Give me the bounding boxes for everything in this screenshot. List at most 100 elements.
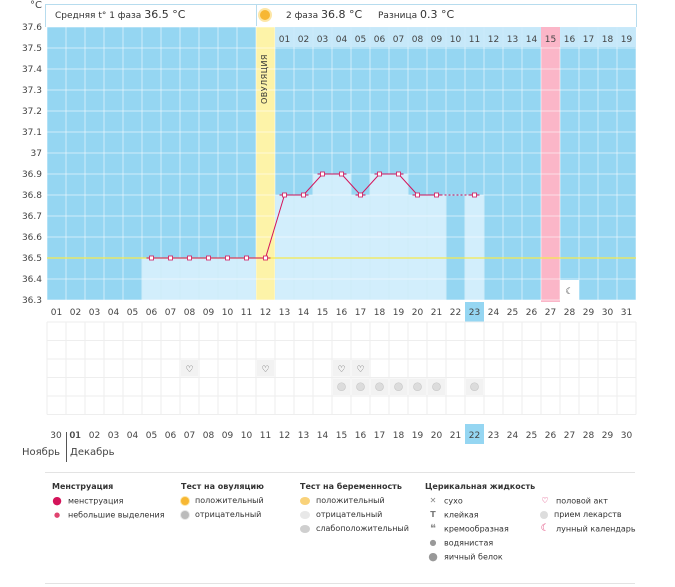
calendar-date: 07 [184,431,195,441]
legend-cervical-creamy-label: кремообразная [444,524,509,534]
phase2-day-number: 17 [583,35,594,45]
temperature-point [396,171,401,177]
legend-spotting-item: ● небольшие выделения [52,510,165,520]
menstruation-drop-icon: ● [52,494,62,507]
legend-lunar: ☾ лунный календарь [540,524,636,534]
temperature-point [339,171,344,177]
calendar-date: 10 [241,431,253,441]
y-tick-label: 36.9 [22,170,42,180]
calendar-date: 21 [450,431,461,441]
ovtest-positive-icon [181,496,189,505]
legend-pregtest-weak-label: слабоположительный [316,524,409,533]
cycle-day-label: 18 [374,308,386,318]
calendar-date: 12 [279,431,290,441]
calendar-date: 17 [374,431,385,441]
legend-cervical-dry: ✕ сухо [428,496,463,506]
temperature-point [320,171,325,177]
temperature-point [168,255,173,261]
temperature-bar [465,195,484,300]
phase2-day-number: 05 [355,35,366,45]
cycle-day-label: 17 [355,308,366,318]
intercourse-cell [181,360,198,377]
cycle-day-label: 12 [260,308,271,318]
temperature-bar [408,195,427,300]
cycle-day-label: 26 [526,308,538,318]
legend-menstruation-title: Менструация [52,482,114,491]
diff-summary: Разница 0.3 °C [378,4,454,26]
phase2-day-number: 12 [488,35,499,45]
temperature-point [206,255,211,261]
y-tick-label: 36.8 [22,191,42,201]
legend-cervical-watery-label: водянистая [444,538,494,548]
heart-icon: ♡ [185,365,193,375]
phase2-value: 36.8 °C [320,8,363,21]
pill-icon [375,382,384,392]
calendar-date: 25 [526,431,537,441]
pill-icon [413,382,422,392]
temperature-point [472,192,477,198]
legend-pregtest-title: Тест на беременность [300,482,402,491]
phase2-day-number: 18 [602,35,614,45]
cycle-day-label: 10 [222,308,234,318]
cycle-day-label: 07 [165,308,176,318]
sun-icon [260,10,270,20]
ovulation-label: ОВУЛЯЦИЯ [260,54,269,104]
calendar-date: 13 [298,431,309,441]
month-divider [66,432,67,462]
calendar-date: 11 [260,431,271,441]
calendar-date: 15 [336,431,347,441]
legend-ovtest-positive-label: положительный [195,496,264,505]
temperature-line [151,173,437,259]
legend-medicine: прием лекарств [540,510,622,519]
pill-icon [356,382,365,392]
temperature-bar [275,195,294,300]
legend-ovtest-negative-label: отрицательный [195,510,262,519]
phase2-day-number: 19 [621,35,633,45]
cycle-day-label: 16 [336,308,348,318]
y-tick-label: 37.6 [22,23,42,33]
cycle-day-label: 30 [602,308,614,318]
legend-menstruation-label: менструация [68,496,124,506]
legend-intercourse-label: половой акт [556,496,608,506]
cycle-day-label: 27 [545,308,556,318]
temperature-point [225,255,230,261]
pill-icon [470,382,479,392]
legend-bottom-rule [45,583,635,584]
calendar-date: 26 [545,431,557,441]
y-tick-label: 37 [31,149,42,159]
moon-icon: ☾ [540,523,550,534]
y-tick-label: 37.2 [22,107,42,117]
temperature-point [301,192,306,198]
y-tick-label: 37.5 [22,44,42,54]
moon-icon: ☾ [565,287,573,297]
calendar-date: 22 [469,431,480,441]
temperature-point [377,171,382,177]
legend-pregtest-weak: слабоположительный [300,524,409,533]
legend-cervical-eggwhite: ● яичный белок [428,551,503,562]
cycle-day-label: 13 [279,308,290,318]
legend-cervical-title: Церикальная жидкость [425,482,536,491]
cycle-day-label: 06 [146,308,158,318]
cycle-day-label: 24 [488,308,500,318]
legend-pregtest-negative: отрицательный [300,510,382,519]
phase2-day-number: 13 [507,35,518,45]
intercourse-cell [352,360,369,377]
phase2-day-number: 08 [412,35,424,45]
cycle-day-label: 21 [431,308,442,318]
cycle-day-label: 08 [184,308,196,318]
cycle-day-label: 22 [450,308,461,318]
y-tick-label: 36.6 [22,233,42,243]
pill-icon [394,382,403,392]
intercourse-cell [333,360,350,377]
phase2-day-number: 06 [374,35,386,45]
phase2-day-number: 02 [298,35,309,45]
legend-ovtest-negative: отрицательный [181,510,261,519]
legend-pregtest-negative-label: отрицательный [316,510,383,519]
temperature-point [187,255,192,261]
calendar-date: 20 [431,431,443,441]
temperature-bar [351,195,370,300]
calendar-date: 09 [222,431,234,441]
calendar-date: 28 [583,431,595,441]
phase2-summary: 2 фаза 36.8 °C [286,4,362,26]
cycle-day-label: 04 [108,308,120,318]
